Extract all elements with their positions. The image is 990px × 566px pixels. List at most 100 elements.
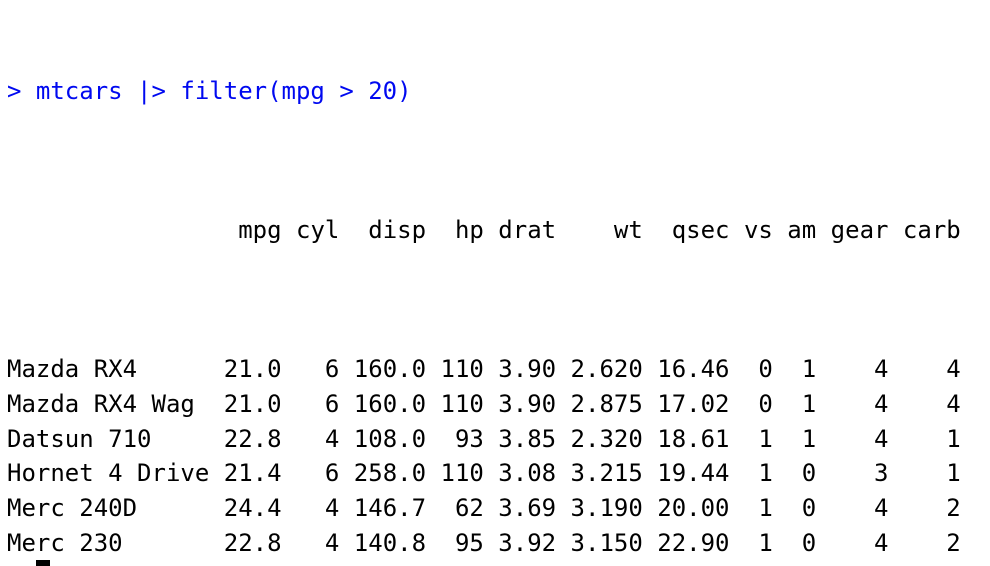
cell-vs: 1 xyxy=(729,459,773,488)
table-header-row: mpg cyl disp hp drat wt qsec vs am gear … xyxy=(7,213,990,248)
column-header-qsec: qsec xyxy=(642,215,730,244)
cell-drat: 3.08 xyxy=(483,459,557,488)
cell-am: 0 xyxy=(772,494,817,523)
text-cursor-partial xyxy=(36,560,50,566)
cell-qsec: 17.02 xyxy=(642,389,730,418)
cell-am: 1 xyxy=(772,424,817,453)
cell-carb: 4 xyxy=(888,389,961,418)
header-rowname-spacer xyxy=(7,216,209,244)
console-command-line: > mtcars |> filter(mpg > 20) xyxy=(7,76,412,105)
row-name: Merc 240D xyxy=(7,494,210,523)
cell-gear: 3 xyxy=(816,459,889,488)
row-name: Hornet 4 Drive xyxy=(7,459,210,488)
cell-qsec: 19.47 xyxy=(643,564,729,566)
row-name: Mazda RX4 xyxy=(7,354,210,383)
cell-qsec: 18.61 xyxy=(642,424,730,453)
cell-qsec: 19.44 xyxy=(642,459,730,488)
cell-wt: 2.620 xyxy=(556,354,643,383)
cell-gear: 4 xyxy=(816,494,889,523)
cell-mpg: 21.0 xyxy=(209,354,282,383)
column-header-wt: wt xyxy=(556,215,643,244)
table-body: Mazda RX4 21.0 6 160.0 110 3.90 2.620 16… xyxy=(7,352,990,566)
cell-cyl: 4 xyxy=(281,528,340,557)
cell-hp: 110 xyxy=(426,354,484,383)
column-header-drat: drat xyxy=(483,215,557,244)
cell-drat: 3.90 xyxy=(483,389,557,418)
cell-disp: 160.0 xyxy=(339,354,427,383)
cell-qsec: 20.00 xyxy=(642,494,730,523)
cell-hp: 95 xyxy=(426,528,484,557)
cell-hp: 110 xyxy=(426,459,484,488)
cell-vs: 1 xyxy=(729,528,773,557)
cell-mpg: 24.4 xyxy=(209,494,282,523)
cell-qsec: 16.46 xyxy=(642,354,730,383)
cell-drat: 3.92 xyxy=(483,528,557,557)
column-header-hp: hp xyxy=(426,215,484,244)
cell-mpg: 22.8 xyxy=(209,528,282,557)
cell-carb: 4 xyxy=(888,354,961,383)
cell-am: 0 xyxy=(772,459,817,488)
cell-gear: 4 xyxy=(816,389,889,418)
row-name: Mazda RX4 Wag xyxy=(7,389,210,418)
cell-disp: 140.8 xyxy=(339,528,427,557)
column-header-gear: gear xyxy=(816,215,889,244)
table-row: Hornet 4 Drive 21.4 6 258.0 110 3.08 3.2… xyxy=(7,456,990,491)
cell-wt: 3.215 xyxy=(556,459,643,488)
table-row: Datsun 710 22.8 4 108.0 93 3.85 2.320 18… xyxy=(7,422,990,457)
cell-gear: 4 xyxy=(816,354,889,383)
cell-hp: 66 xyxy=(426,564,484,566)
cell-disp: 258.0 xyxy=(339,459,427,488)
column-header-vs: vs xyxy=(729,215,773,244)
cell-disp: 160.0 xyxy=(339,389,427,418)
row-name: Merc 230 xyxy=(7,528,210,557)
row-name: Datsun 710 xyxy=(7,424,210,453)
cell-wt: 3.150 xyxy=(556,528,643,557)
cell-am: 1 xyxy=(773,564,816,566)
cell-am: 0 xyxy=(772,528,817,557)
cell-carb: 2 xyxy=(888,494,961,523)
cell-vs: 0 xyxy=(729,354,773,383)
cell-hp: 93 xyxy=(426,424,484,453)
cell-mpg: 21.0 xyxy=(209,389,282,418)
cell-mpg: 21.4 xyxy=(209,459,282,488)
cell-wt: 3.190 xyxy=(556,494,643,523)
cell-carb: 1 xyxy=(888,459,961,488)
cell-disp: 146.7 xyxy=(339,494,427,523)
cell-disp: 78.7 xyxy=(339,564,426,566)
cell-cyl: 6 xyxy=(281,459,340,488)
cell-am: 1 xyxy=(772,354,817,383)
cell-cyl: 6 xyxy=(281,389,340,418)
cell-gear: 4 xyxy=(816,564,888,566)
cell-wt: 2.200 xyxy=(556,564,643,566)
cell-carb: 1 xyxy=(888,424,961,453)
cell-mpg: 22.8 xyxy=(209,424,282,453)
cell-cyl: 4 xyxy=(281,424,340,453)
column-header-disp: disp xyxy=(339,215,427,244)
column-header-am: am xyxy=(772,215,817,244)
cell-gear: 4 xyxy=(816,424,889,453)
cell-cyl: 4 xyxy=(282,564,339,566)
cell-qsec: 22.90 xyxy=(642,528,730,557)
table-row: Merc 230 22.8 4 140.8 95 3.92 3.150 22.9… xyxy=(7,526,990,561)
table-row: Mazda RX4 21.0 6 160.0 110 3.90 2.620 16… xyxy=(7,352,990,387)
column-header-mpg: mpg xyxy=(209,215,282,244)
cell-vs: 1 xyxy=(729,424,773,453)
table-row: Mazda RX4 Wag 21.0 6 160.0 110 3.90 2.87… xyxy=(7,387,990,422)
cell-drat: 3.69 xyxy=(483,494,557,523)
cell-drat: 4.08 xyxy=(484,564,556,566)
column-header-cyl: cyl xyxy=(281,215,340,244)
column-header-carb: carb xyxy=(888,215,961,244)
row-name: Fiat 128 xyxy=(7,564,209,566)
cell-drat: 3.85 xyxy=(483,424,557,453)
cell-drat: 3.90 xyxy=(483,354,557,383)
cell-cyl: 6 xyxy=(281,354,340,383)
cell-disp: 108.0 xyxy=(339,424,427,453)
cell-mpg: 32.4 xyxy=(209,564,282,566)
cell-vs: 0 xyxy=(729,389,773,418)
cell-wt: 2.875 xyxy=(556,389,643,418)
cell-carb: 1 xyxy=(888,564,960,566)
cell-wt: 2.320 xyxy=(556,424,643,453)
cell-cyl: 4 xyxy=(281,494,340,523)
cell-gear: 4 xyxy=(816,528,889,557)
